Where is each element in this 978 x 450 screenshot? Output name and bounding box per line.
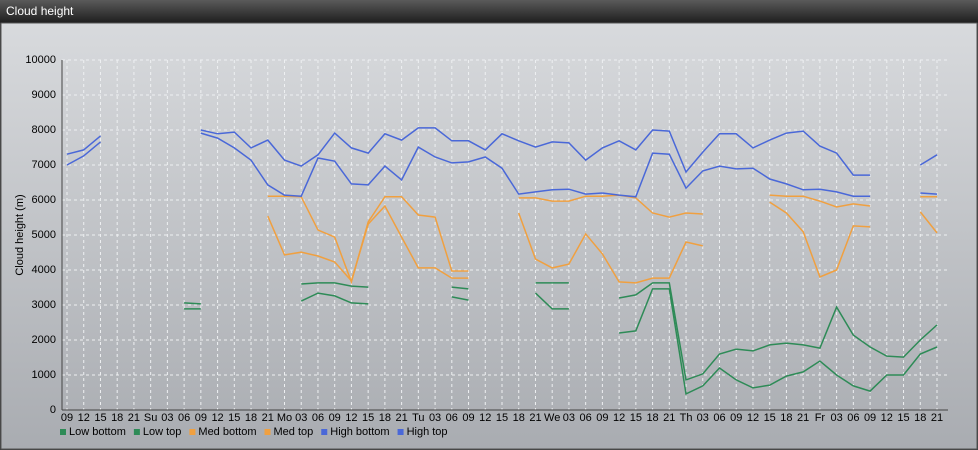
series-line <box>66 127 938 176</box>
x-tick-label: 06 <box>312 412 324 424</box>
x-tick-label: 15 <box>630 412 642 424</box>
x-tick-label: 09 <box>864 412 876 424</box>
y-tick-label: 2000 <box>32 334 56 346</box>
y-tick-label: 5000 <box>32 229 56 241</box>
x-tick-label: 18 <box>914 412 926 424</box>
x-tick-label: 06 <box>446 412 458 424</box>
y-tick-label: 10000 <box>25 54 56 66</box>
x-tick-label: 18 <box>245 412 257 424</box>
x-tick-label: 21 <box>797 412 809 424</box>
x-tick-label: 12 <box>747 412 759 424</box>
x-tick-label: 12 <box>345 412 357 424</box>
legend-swatch <box>321 429 328 435</box>
y-tick-label: 1000 <box>32 369 56 381</box>
x-tick-label: 18 <box>379 412 391 424</box>
x-tick-label: 12 <box>78 412 90 424</box>
x-tick-label: 12 <box>881 412 893 424</box>
x-tick-label: 03 <box>295 412 307 424</box>
x-tick-label: 21 <box>128 412 140 424</box>
y-tick-label: 7000 <box>32 159 56 171</box>
x-tick-label: Fr <box>815 412 826 424</box>
x-tick-label: 15 <box>496 412 508 424</box>
x-tick-label: Su <box>144 412 157 424</box>
legend-label: High bottom <box>330 426 389 438</box>
x-tick-label: 21 <box>663 412 675 424</box>
y-tick-label: 8000 <box>32 124 56 136</box>
x-tick-label: Mo <box>277 412 292 424</box>
x-tick-label: 09 <box>730 412 742 424</box>
legend-label: High top <box>407 426 448 438</box>
x-tick-label: Th <box>680 412 693 424</box>
title-bar <box>0 0 978 23</box>
legend-label: Med bottom <box>198 426 256 438</box>
x-tick-label: 09 <box>462 412 474 424</box>
legend-label: Med top <box>274 426 314 438</box>
x-tick-label: 09 <box>195 412 207 424</box>
x-tick-label: We <box>544 412 560 424</box>
x-tick-label: 15 <box>94 412 106 424</box>
chart-background <box>0 22 978 450</box>
x-tick-label: 21 <box>931 412 943 424</box>
x-tick-label: 03 <box>830 412 842 424</box>
series-line <box>267 194 937 285</box>
x-tick-label: 18 <box>513 412 525 424</box>
y-tick-label: 4000 <box>32 264 56 276</box>
x-tick-label: 09 <box>329 412 341 424</box>
window-title: Cloud height <box>6 4 74 18</box>
x-tick-label: 21 <box>529 412 541 424</box>
x-tick-label: 03 <box>563 412 575 424</box>
legend-swatch <box>397 429 404 435</box>
x-tick-label: 06 <box>847 412 859 424</box>
x-tick-label: 21 <box>262 412 274 424</box>
legend-swatch <box>60 429 66 435</box>
x-tick-label: 12 <box>479 412 491 424</box>
x-tick-label: 18 <box>780 412 792 424</box>
x-tick-label: 15 <box>228 412 240 424</box>
legend-label: Low top <box>143 426 182 438</box>
series-line <box>184 282 938 381</box>
x-tick-label: 15 <box>897 412 909 424</box>
x-tick-label: 09 <box>61 412 73 424</box>
x-tick-label: 03 <box>697 412 709 424</box>
x-tick-label: 12 <box>211 412 223 424</box>
x-tick-label: 03 <box>429 412 441 424</box>
x-tick-label: 18 <box>111 412 123 424</box>
x-tick-label: 06 <box>713 412 725 424</box>
series-line <box>66 132 938 198</box>
x-tick-label: 06 <box>580 412 592 424</box>
x-tick-label: 12 <box>613 412 625 424</box>
x-tick-label: 15 <box>764 412 776 424</box>
y-axis-title: Cloud height (m) <box>14 194 26 275</box>
y-tick-label: 9000 <box>32 89 56 101</box>
y-tick-label: 3000 <box>32 299 56 311</box>
x-tick-label: 21 <box>395 412 407 424</box>
y-tick-label: 6000 <box>32 194 56 206</box>
legend-swatch <box>189 429 196 435</box>
legend-swatch <box>264 429 271 435</box>
series-line <box>184 288 938 396</box>
x-tick-label: 18 <box>646 412 658 424</box>
x-tick-label: 09 <box>596 412 608 424</box>
y-tick-label: 0 <box>50 404 56 416</box>
x-tick-label: Tu <box>412 412 424 424</box>
x-tick-label: 15 <box>362 412 374 424</box>
x-tick-label: 06 <box>178 412 190 424</box>
legend-swatch <box>133 429 140 435</box>
x-tick-label: 03 <box>161 412 173 424</box>
legend-label: Low bottom <box>69 426 126 438</box>
